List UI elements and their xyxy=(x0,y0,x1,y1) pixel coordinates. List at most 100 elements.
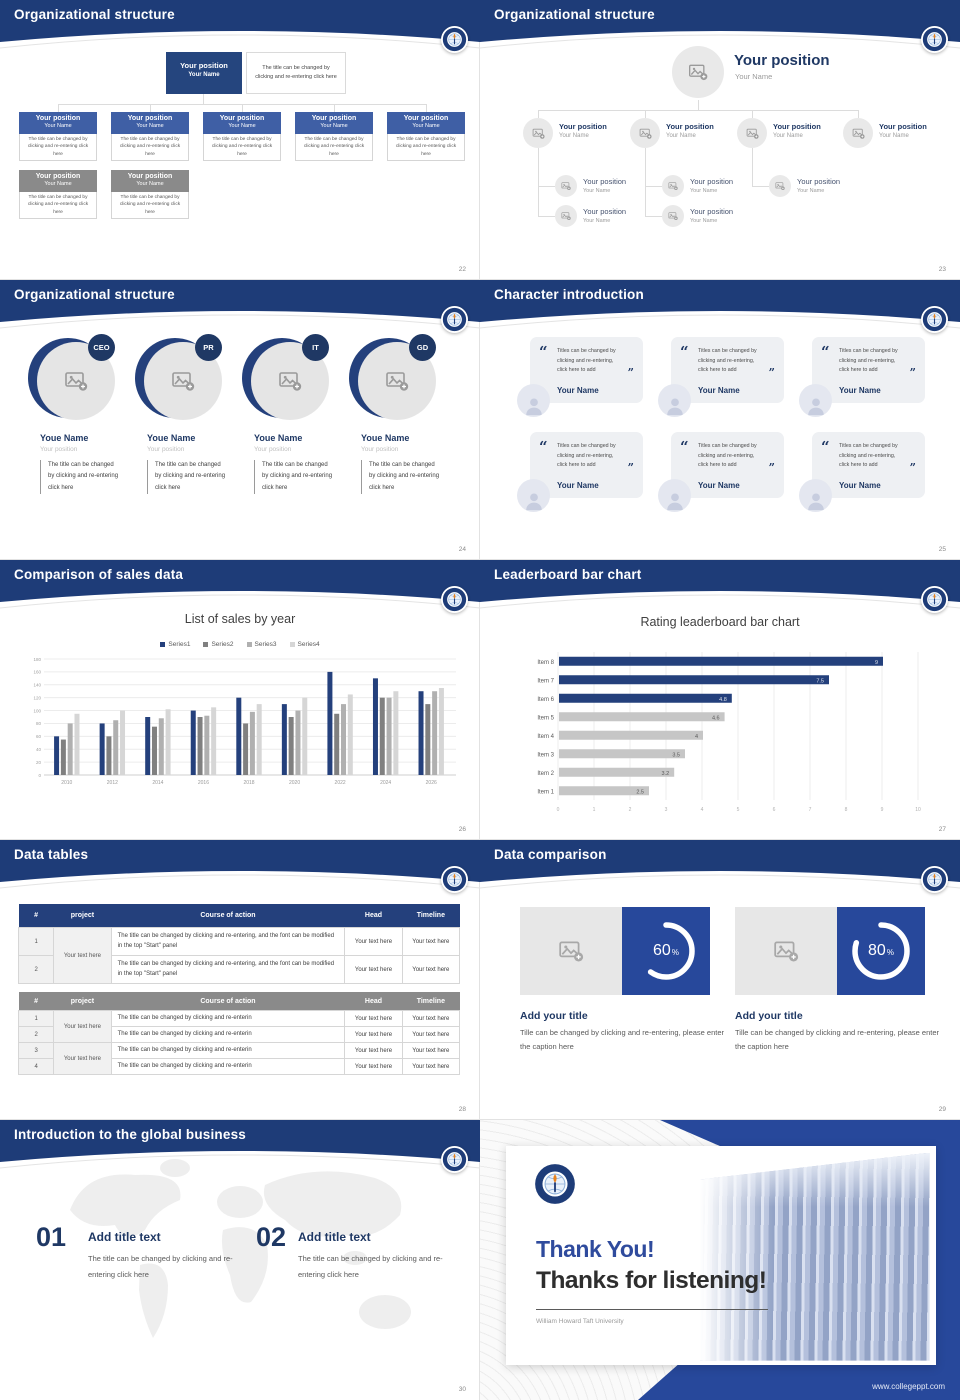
university-logo-icon xyxy=(921,866,948,893)
divider-line xyxy=(536,1309,768,1310)
image-placeholder-icon xyxy=(639,127,652,140)
slide-header: Organizational structure xyxy=(0,280,480,338)
page-number: 22 xyxy=(458,266,466,273)
image-placeholder-icon xyxy=(171,369,195,393)
close-quote-icon: ” xyxy=(909,461,916,474)
connector-line xyxy=(698,100,699,110)
image-placeholder-icon xyxy=(688,62,708,82)
connector-line xyxy=(752,110,753,118)
quote-card: “ Titles can be changed by clicking and … xyxy=(812,337,925,403)
org-name: Your Name xyxy=(136,123,164,129)
course-cell: The title can be changed by clicking and… xyxy=(110,1042,346,1059)
close-quote-icon: ” xyxy=(627,366,634,379)
svg-text:0: 0 xyxy=(557,807,560,813)
role-group: PR Youe Name Your position The title can… xyxy=(131,334,239,495)
org-position: Your position xyxy=(690,207,734,216)
org-note: The title can be changed by clicking and… xyxy=(203,134,281,161)
item-number: 01 xyxy=(36,1222,67,1252)
org-position: Your position xyxy=(35,173,81,180)
org-position: Your position xyxy=(773,122,821,131)
org-name: Your Name xyxy=(583,218,611,224)
quote-text: Titles can be changed by clicking and re… xyxy=(839,348,898,374)
slide-title: Data tables xyxy=(14,847,89,862)
org-box: Your position Your Name The title can be … xyxy=(295,112,373,161)
header-curve xyxy=(0,0,480,49)
image-placeholder-icon xyxy=(278,369,302,393)
image-placeholder-icon xyxy=(668,181,678,191)
horizontal-bar-chart: 0 1 2 3 4 5 6 7 8 9 10 Item 8 9 Item 7 7.5 Item 6 4.8 Ite… xyxy=(537,652,921,813)
person-note: The title can be changed by clicking and… xyxy=(147,460,227,495)
avatar xyxy=(658,384,691,417)
university-logo-icon xyxy=(441,1146,468,1173)
data-table-gray: # project Course of action Head Timeline… xyxy=(17,992,461,1075)
org-box: Your position Your Name The title can be … xyxy=(19,112,97,161)
svg-text:6: 6 xyxy=(773,807,776,813)
org-note: The title can be changed by clicking and… xyxy=(387,134,465,161)
svg-text:2.5: 2.5 xyxy=(636,789,644,795)
org-name: Your Name xyxy=(320,123,348,129)
svg-text:7: 7 xyxy=(809,807,812,813)
open-quote-icon: “ xyxy=(680,438,689,456)
org-name: Your Name xyxy=(412,123,440,129)
legend-marker xyxy=(160,642,166,647)
university-logo-icon xyxy=(921,586,948,613)
thanks-listening-text: Thanks for listening! xyxy=(536,1267,767,1294)
chart-title: List of sales by year xyxy=(184,612,296,626)
slide-title: Data comparison xyxy=(494,847,607,862)
table-row: 2 The title can be changed by clicking a… xyxy=(17,955,461,984)
svg-text:20: 20 xyxy=(36,760,42,765)
svg-text:Item 8: Item 8 xyxy=(537,660,554,666)
org-root-note: The title can be changed by clicking and… xyxy=(246,52,346,94)
svg-text:Item 5: Item 5 xyxy=(537,715,554,721)
column-header: Head xyxy=(344,992,403,1011)
org-name: Your Name xyxy=(44,181,72,187)
close-quote-icon: ” xyxy=(768,461,775,474)
slide-24: Organizational structure CEO Youe Name Y… xyxy=(0,279,481,561)
org-position: Your position xyxy=(879,122,927,131)
item-caption: The title can be changed by clicking and… xyxy=(88,1254,233,1279)
photo-placeholder xyxy=(555,175,577,197)
course-cell: The title can be changed by clicking and… xyxy=(110,927,346,956)
legend-label: Series1 xyxy=(168,641,191,648)
slide-23: Organizational structure Your position Y… xyxy=(479,0,960,281)
university-logo-icon xyxy=(921,26,948,53)
university-logo-icon xyxy=(441,26,468,53)
svg-text:60: 60 xyxy=(36,734,42,739)
chart-legend: Series1 Series2 Series3 Series4 xyxy=(0,641,480,648)
table-row: 2 The title can be changed by clicking a… xyxy=(17,1026,461,1043)
donut-box xyxy=(622,907,710,995)
person-icon xyxy=(664,490,686,512)
person-icon xyxy=(664,395,686,417)
org-note: The title can be changed by clicking and… xyxy=(19,134,97,161)
svg-text:160: 160 xyxy=(33,670,41,675)
org-name: Your Name xyxy=(136,181,164,187)
university-logo-icon xyxy=(532,1161,578,1207)
column-header: Head xyxy=(344,904,403,928)
avatar xyxy=(517,479,550,512)
quote-text: Titles can be changed by clicking and re… xyxy=(557,348,616,374)
quote-card: “ Titles can be changed by clicking and … xyxy=(530,337,643,403)
page-number: 29 xyxy=(938,1106,946,1113)
legend-marker xyxy=(203,642,209,647)
open-quote-icon: “ xyxy=(821,438,830,456)
photo-placeholder xyxy=(662,205,684,227)
row-number: 2 xyxy=(17,955,55,984)
org-name: Your Name xyxy=(666,133,696,139)
svg-text:80: 80 xyxy=(36,721,42,726)
role-badge: GD xyxy=(409,334,436,361)
page-number: 23 xyxy=(938,266,946,273)
slide-thank-you: Thank You! Thanks for listening! William… xyxy=(479,1119,960,1400)
head-cell: Your text here xyxy=(344,955,403,984)
org-position: Your position xyxy=(666,122,714,131)
org-name: Your Name xyxy=(228,123,256,129)
connector-line xyxy=(58,104,59,112)
slide-title: Comparison of sales data xyxy=(14,567,184,582)
svg-text:Item 7: Item 7 xyxy=(537,678,554,684)
image-placeholder-icon xyxy=(775,181,785,191)
course-cell: The title can be changed by clicking and… xyxy=(110,955,346,984)
legend-label: Series3 xyxy=(254,641,277,648)
row-number: 3 xyxy=(17,1042,55,1059)
org-note: The title can be changed by clicking and… xyxy=(19,192,97,219)
head-cell: Your text here xyxy=(344,1026,403,1043)
